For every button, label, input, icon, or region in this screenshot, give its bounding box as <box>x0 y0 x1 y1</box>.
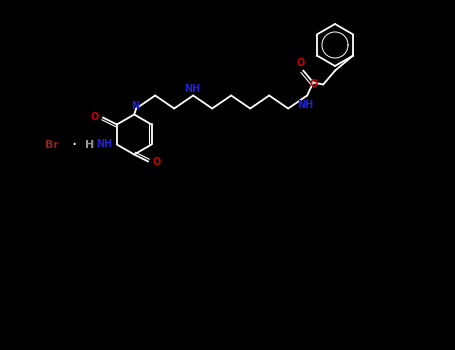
Text: N: N <box>131 102 139 112</box>
Text: O: O <box>152 158 161 168</box>
Text: Br: Br <box>45 140 59 150</box>
Text: H: H <box>86 140 95 150</box>
Text: NH: NH <box>96 140 113 149</box>
Text: NH: NH <box>184 84 200 93</box>
Text: ·: · <box>71 136 76 154</box>
Text: NH: NH <box>297 99 313 110</box>
Text: O: O <box>310 78 318 89</box>
Text: O: O <box>91 112 99 121</box>
Text: O: O <box>296 57 304 68</box>
